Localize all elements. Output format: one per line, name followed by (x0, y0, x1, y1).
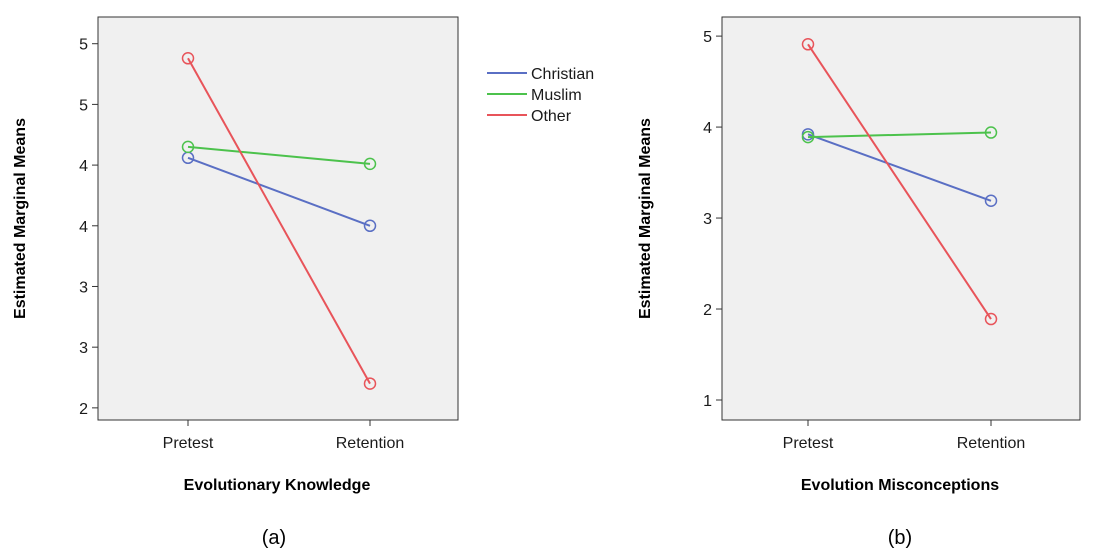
panel-a-x-tick-label: Pretest (163, 435, 214, 452)
panel-a-y-tick-label: 4 (79, 219, 88, 236)
panel-b-y-tick-label: 1 (703, 393, 712, 410)
panel-a-point-other-retention (363, 377, 377, 390)
panel-b-point-other-retention (984, 312, 998, 326)
panel-b-y-tick-label: 4 (703, 120, 712, 137)
panel-b-point-other-pretest (801, 38, 815, 51)
legend-label-muslim: Muslim (531, 87, 582, 104)
panel-a-y-tick-label: 5 (79, 37, 88, 54)
panel-b-point-muslim-retention (984, 126, 998, 139)
panel-a-y-tick-label: 3 (79, 279, 88, 296)
panel-b-series-line-christian (807, 133, 992, 202)
panel-a-label: (a) (262, 527, 286, 549)
panel-a-series-line-muslim (187, 145, 371, 165)
panel-a-x-axis-title: Evolutionary Knowledge (184, 477, 371, 494)
panel-b-series-line-muslim (807, 131, 992, 139)
panel-a-point-muslim-pretest (181, 140, 195, 154)
panel-a-y-tick-label: 4 (79, 158, 88, 175)
panel-a-point-muslim-retention (363, 157, 377, 171)
panel-b-point-muslim-pretest (801, 130, 815, 144)
panel-b-x-tick-label: Pretest (783, 435, 834, 452)
panel-b-plot-area (721, 16, 1081, 421)
panel-b-x-tick-label: Retention (957, 435, 1026, 452)
panel-b-y-tick-label: 3 (703, 211, 712, 228)
panel-b-y-tick-label: 5 (703, 29, 712, 46)
panel-b-label: (b) (888, 527, 912, 549)
panel-b-point-christian-retention (984, 194, 998, 208)
panel-a-y-tick-label: 2 (79, 401, 88, 418)
panel-a-series-line-other (187, 57, 371, 385)
panel-a-x-tick-label: Retention (336, 435, 405, 452)
panel-b-x-axis-title: Evolution Misconceptions (801, 477, 999, 494)
panel-a-point-other-pretest (181, 52, 195, 65)
panel-a-y-axis-title: Estimated Marginal Means (12, 118, 29, 319)
panel-a-y-tick-label: 5 (79, 97, 88, 114)
panel-a-series-line-christian (187, 156, 371, 227)
legend-label-other: Other (531, 108, 572, 125)
panel-a-point-christian-retention (363, 219, 377, 233)
panel-b-y-tick-label: 2 (703, 302, 712, 319)
panel-b-y-axis-title: Estimated Marginal Means (637, 118, 654, 319)
panel-b-series-line-other (807, 43, 992, 320)
panel-a-y-tick-label: 3 (79, 340, 88, 357)
legend-label-christian: Christian (531, 66, 594, 83)
